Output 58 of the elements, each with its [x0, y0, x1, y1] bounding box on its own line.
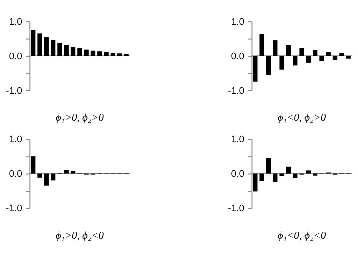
bar — [90, 50, 96, 56]
bar — [320, 56, 324, 62]
bar — [70, 47, 76, 56]
bar — [44, 37, 49, 56]
bar — [84, 50, 89, 56]
bar — [273, 40, 278, 56]
y-tick-label: -1.0 — [228, 86, 245, 97]
bar — [78, 48, 82, 56]
bar — [273, 174, 278, 182]
bar — [104, 52, 109, 56]
bar — [306, 56, 311, 63]
y-tick-label: 1.0 — [231, 16, 245, 28]
bar — [280, 174, 284, 177]
bar — [260, 34, 264, 56]
y-tick-label: 0.0 — [9, 169, 22, 180]
y-tick-label: 0.0 — [231, 169, 245, 180]
bar — [280, 56, 284, 70]
y-tick-label: 0.0 — [9, 51, 22, 62]
bar — [64, 45, 69, 56]
bar — [50, 174, 56, 181]
bar — [312, 50, 318, 56]
y-tick-label: -1.0 — [228, 204, 245, 215]
y-tick-label: 1.0 — [231, 134, 245, 146]
bar — [44, 174, 49, 186]
bar — [332, 56, 338, 60]
bar — [346, 56, 351, 59]
bar — [293, 174, 298, 178]
bar — [50, 40, 56, 56]
bar — [253, 174, 258, 192]
bar — [98, 52, 102, 56]
x-axis-title: ϕ₁<0, ϕ₂>0 — [278, 113, 327, 124]
bar — [286, 45, 292, 56]
y-tick-label: 0.0 — [231, 51, 245, 62]
x-axis-title: ϕ₁<0, ϕ₂<0 — [278, 230, 327, 242]
bar — [31, 30, 36, 56]
bar — [266, 56, 272, 76]
x-axis-title: ϕ₁>0, ϕ₂<0 — [56, 230, 105, 242]
y-tick-label: -1.0 — [6, 204, 22, 215]
y-tick-label: -1.0 — [6, 86, 22, 97]
bar — [70, 171, 76, 174]
bar — [118, 54, 122, 56]
bar — [253, 56, 258, 82]
bar — [340, 53, 344, 56]
y-tick-label: 1.0 — [9, 134, 22, 146]
bar — [266, 158, 272, 174]
bar — [306, 170, 311, 174]
bar — [260, 174, 264, 182]
bar — [286, 166, 292, 174]
bar — [38, 34, 42, 56]
x-axis-title: ϕ₁>0, ϕ₂>0 — [56, 113, 105, 124]
bar — [300, 48, 304, 56]
bar — [110, 52, 116, 56]
bar — [31, 156, 36, 174]
bar — [38, 174, 42, 178]
y-tick-label: 1.0 — [9, 16, 22, 28]
bar — [64, 170, 69, 174]
bar — [293, 56, 298, 66]
bar — [58, 42, 62, 56]
